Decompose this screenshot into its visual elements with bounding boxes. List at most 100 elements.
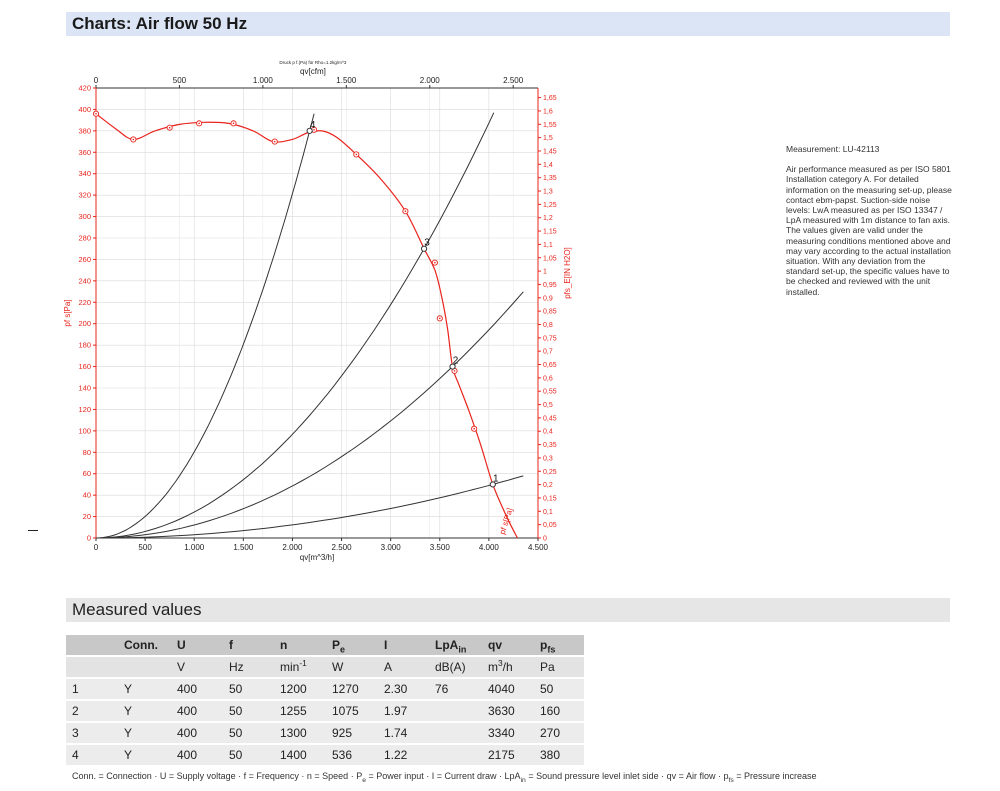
measurement-notes: Air performance measured as per ISO 5801… xyxy=(786,164,952,297)
table-cell: 76 xyxy=(429,679,482,699)
table-cell: 400 xyxy=(171,701,223,721)
measurement-description: Measurement: LU-42113 Air performance me… xyxy=(786,144,952,297)
table-cell: 400 xyxy=(171,679,223,699)
x2-axis-label: qv[cfm] xyxy=(300,67,326,76)
system-curve-3 xyxy=(95,112,495,539)
unit-cell xyxy=(118,657,171,677)
unit-cell: A xyxy=(378,657,429,677)
y-tick-label: 100 xyxy=(78,426,91,435)
operating-point-label: 4 xyxy=(310,120,316,131)
y2-tick-label: 0,85 xyxy=(543,309,557,316)
table-cell: Y xyxy=(118,701,171,721)
y-tick-label: 260 xyxy=(78,255,91,264)
table-cell: 1.74 xyxy=(378,723,429,743)
legend-qv: qv = Air flow xyxy=(666,771,716,781)
table-cell: 50 xyxy=(223,701,274,721)
table-cell: 925 xyxy=(326,723,378,743)
measurement-marker-dot xyxy=(232,122,235,125)
y-tick-label: 120 xyxy=(78,405,91,414)
y-tick-label: 360 xyxy=(78,148,91,157)
y2-tick-label: 0,4 xyxy=(543,429,553,436)
table-cell xyxy=(429,723,482,743)
y-tick-label: 300 xyxy=(78,212,91,221)
margin-dash xyxy=(28,530,38,531)
y-tick-label: 200 xyxy=(78,319,91,328)
table-cell: 4040 xyxy=(482,679,534,699)
chart-section-header: Charts: Air flow 50 Hz xyxy=(66,12,950,36)
table-cell: 2.30 xyxy=(378,679,429,699)
operating-point-3 xyxy=(420,245,428,252)
operating-point-2 xyxy=(449,363,456,370)
y2-tick-label: 0,5 xyxy=(543,402,553,409)
y2-tick-label: 0,55 xyxy=(543,389,557,396)
table-cell: 1255 xyxy=(274,701,326,721)
y-tick-label: 280 xyxy=(78,234,91,243)
x-axis-label: qv[m^3/h] xyxy=(300,553,334,562)
y2-tick-label: 0,75 xyxy=(543,335,557,342)
legend-i: I = Current draw xyxy=(431,771,497,781)
header-cell-conn: Conn. xyxy=(118,635,171,655)
header-cell-pfs: pfs xyxy=(534,635,584,655)
table-cell: 1 xyxy=(66,679,118,699)
header-cell-i: I xyxy=(378,635,429,655)
operating-point-label: 1 xyxy=(493,473,499,484)
table-cell: 1.97 xyxy=(378,701,429,721)
y2-tick-label: 1,05 xyxy=(543,255,557,262)
x-tick-label: 4.500 xyxy=(528,543,549,552)
table-cell: 380 xyxy=(534,745,584,765)
header-cell-qv: qv xyxy=(482,635,534,655)
y2-tick-label: 1,25 xyxy=(543,202,557,209)
table-cell xyxy=(429,745,482,765)
table-row: 3 Y 400 50 1300 925 1.74 3340 270 xyxy=(66,723,584,743)
table-cell: 400 xyxy=(171,723,223,743)
table-cell: 3 xyxy=(66,723,118,743)
y-tick-label: 180 xyxy=(78,341,91,350)
table-cell: 1300 xyxy=(274,723,326,743)
table-cell: 270 xyxy=(534,723,584,743)
table-cell: Y xyxy=(118,679,171,699)
y2-tick-label: 1,5 xyxy=(543,135,553,142)
unit-cell xyxy=(66,657,118,677)
table-cell: 50 xyxy=(223,723,274,743)
table-cell: 536 xyxy=(326,745,378,765)
table-cell: 50 xyxy=(223,679,274,699)
y2-tick-label: 0,3 xyxy=(543,455,553,462)
legend-f: f = Frequency xyxy=(243,771,299,781)
table-row: 1 Y 400 50 1200 1270 2.30 76 4040 50 xyxy=(66,679,584,699)
page-title: Charts: Air flow 50 Hz xyxy=(72,14,248,33)
x-tick-label: 2.500 xyxy=(332,543,353,552)
table-cell: 1075 xyxy=(326,701,378,721)
y2-tick-label: 0,1 xyxy=(543,509,553,516)
table-cell: 1270 xyxy=(326,679,378,699)
table-cell: 4 xyxy=(66,745,118,765)
table-cell: 50 xyxy=(534,679,584,699)
x2-tick-label: 2.500 xyxy=(503,76,524,85)
table-cell: 160 xyxy=(534,701,584,721)
y2-tick-label: 1,15 xyxy=(543,229,557,236)
operating-point-label: 3 xyxy=(424,238,430,249)
y-tick-label: 20 xyxy=(83,512,91,521)
fan-curve xyxy=(95,113,518,539)
unit-cell: Pa xyxy=(534,657,584,677)
header-cell-n: n xyxy=(274,635,326,655)
y-tick-label: 340 xyxy=(78,169,91,178)
x2-tick-label: 2.000 xyxy=(420,76,441,85)
table-row: 4 Y 400 50 1400 536 1.22 2175 380 xyxy=(66,745,584,765)
table-cell: 3340 xyxy=(482,723,534,743)
header-cell-lpa: LpAin xyxy=(429,635,482,655)
legend-u: U = Supply voltage xyxy=(159,771,236,781)
table-header-row: Conn. U f n Pe I LpAin qv pfs xyxy=(66,635,584,655)
measurement-marker-dot xyxy=(198,122,200,125)
table-cell xyxy=(429,701,482,721)
x2-tick-label: 0 xyxy=(94,76,99,85)
legend-pfs: pfs = Pressure increase xyxy=(723,771,817,784)
table-cell: 400 xyxy=(171,745,223,765)
y-tick-label: 380 xyxy=(78,126,91,135)
table-cell: 1.22 xyxy=(378,745,429,765)
system-curve-4 xyxy=(95,113,315,539)
y2-tick-label: 1,4 xyxy=(543,162,553,169)
unit-cell-speed: min-1 xyxy=(274,657,326,677)
unit-cell: dB(A) xyxy=(429,657,482,677)
table-cell: Y xyxy=(118,723,171,743)
header-cell-f: f xyxy=(223,635,274,655)
